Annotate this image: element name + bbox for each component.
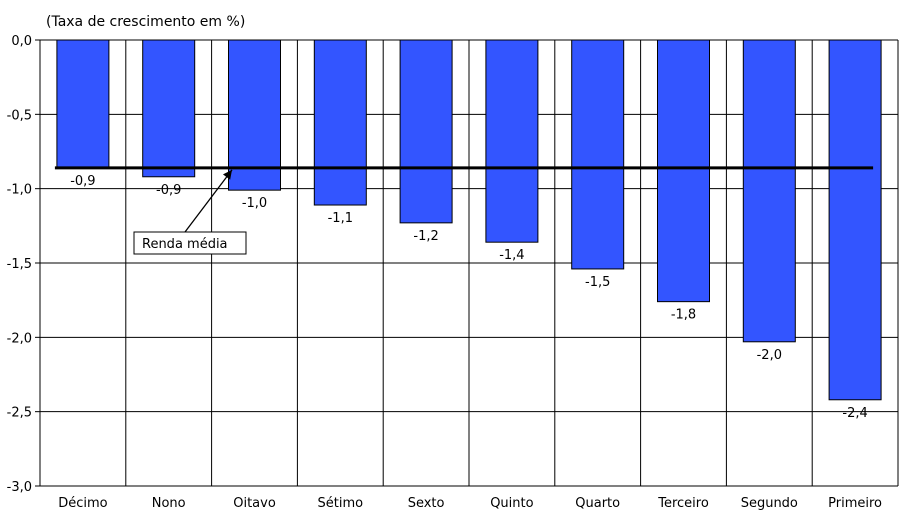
bar xyxy=(742,39,796,343)
x-tick-label: Nono xyxy=(152,496,186,511)
bar xyxy=(142,39,196,178)
x-tick-label: Sétimo xyxy=(318,496,364,511)
x-tick-label: Sexto xyxy=(408,496,445,511)
bar xyxy=(657,39,710,303)
y-tick-label: -2,5 xyxy=(7,406,32,421)
arrow-head-icon xyxy=(222,169,232,180)
x-tick-label: Quinto xyxy=(490,496,533,511)
y-axis-ticks: 0,0 -0,5 -1,0 -1,5 -2,0 -2,5 -3,0 xyxy=(7,34,32,495)
data-labels: -0,9 -0,9 -1,0 -1,1 -1,2 -1,4 -1,5 -1,8 -2,0 -2,4 xyxy=(70,174,868,421)
annotation-arrow xyxy=(184,169,233,233)
x-tick-label: Terceiro xyxy=(657,496,709,511)
data-label: -1,8 xyxy=(671,308,696,323)
bars xyxy=(56,39,882,401)
y-tick-label: -2,0 xyxy=(7,331,32,346)
bar xyxy=(828,39,882,401)
bar xyxy=(485,39,539,243)
annotation-box xyxy=(133,231,247,255)
data-label: -2,4 xyxy=(842,406,867,421)
data-label: -1,5 xyxy=(585,275,610,290)
bar xyxy=(571,39,625,270)
y-tick-label: -3,0 xyxy=(7,480,32,495)
data-label: -1,0 xyxy=(242,196,267,211)
data-label: -0,9 xyxy=(70,174,95,189)
data-label: -1,1 xyxy=(328,211,353,226)
x-tick-label: Oitavo xyxy=(233,496,276,511)
annotation: Renda média xyxy=(133,169,247,255)
x-axis-labels: Décimo Nono Oitavo Sétimo Sexto Quinto Quarto T… xyxy=(58,496,882,511)
bar xyxy=(399,39,453,224)
x-tick-label: Décimo xyxy=(58,496,107,511)
data-label: -1,2 xyxy=(413,229,438,244)
data-label: -2,0 xyxy=(757,348,782,363)
bar xyxy=(228,39,281,191)
data-label: -0,9 xyxy=(156,183,181,198)
y-tick-label: -0,5 xyxy=(7,108,32,123)
y-tick-label: -1,0 xyxy=(7,183,32,198)
annotation-label: Renda média xyxy=(142,237,228,252)
x-tick-label: Quarto xyxy=(575,496,620,511)
y-unit-label: (Taxa de crescimento em %) xyxy=(46,14,245,30)
bar xyxy=(56,39,110,169)
data-label: -1,4 xyxy=(499,248,524,263)
x-tick-label: Primeiro xyxy=(828,496,882,511)
y-tick-label: 0,0 xyxy=(11,34,32,49)
bar xyxy=(313,39,367,206)
y-tick-label: -1,5 xyxy=(7,257,32,272)
x-tick-label: Segundo xyxy=(741,496,798,511)
